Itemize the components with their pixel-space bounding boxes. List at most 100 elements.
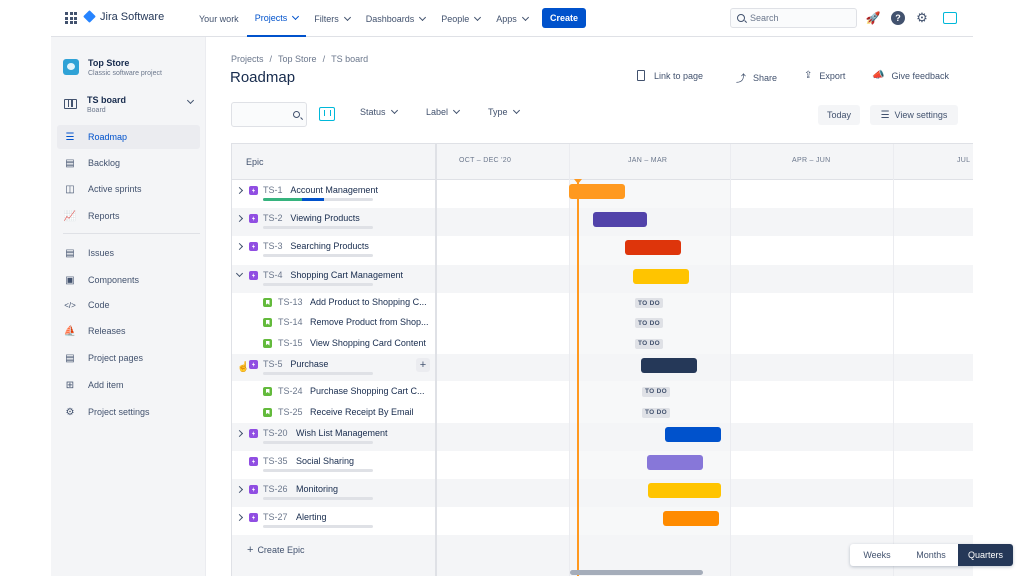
share-button[interactable]: ⤴ Share: [736, 70, 777, 86]
settings-gear-icon[interactable]: ⚙: [916, 10, 928, 25]
nav-projects[interactable]: Projects: [246, 0, 307, 37]
epic-timeline-bar[interactable]: [633, 269, 689, 284]
issue-title[interactable]: Remove Product from Shop...: [310, 317, 429, 327]
type-filter-dropdown[interactable]: Type: [488, 106, 520, 117]
sidebar-item-active-sprints[interactable]: ◫ Active sprints: [57, 177, 200, 201]
issue-key[interactable]: TS-4: [263, 270, 283, 280]
sidebar-item-code[interactable]: </> Code: [57, 293, 200, 317]
issue-key[interactable]: TS-5: [263, 359, 283, 369]
view-settings-button[interactable]: ☰ View settings: [870, 105, 958, 125]
label-filter-dropdown[interactable]: Label: [426, 106, 461, 117]
project-avatar[interactable]: [63, 59, 79, 75]
sidebar-item-add-item[interactable]: ⊞ Add item: [57, 373, 200, 397]
epic-timeline-bar[interactable]: [593, 212, 647, 227]
issue-title[interactable]: Add Product to Shopping C...: [310, 297, 427, 307]
zoom-quarters-button[interactable]: Quarters: [958, 544, 1013, 566]
issue-key[interactable]: TS-1: [263, 185, 283, 195]
expand-chevron-icon[interactable]: [235, 429, 244, 438]
epic-timeline-bar[interactable]: [665, 427, 721, 442]
epic-row[interactable]: TS-4 Shopping Cart Management: [232, 265, 973, 293]
give-feedback-button[interactable]: 📣 Give feedback: [872, 70, 949, 81]
issue-title[interactable]: Wish List Management: [296, 428, 388, 438]
jira-logo[interactable]: Jira Software: [84, 10, 164, 24]
child-issue-row[interactable]: TS-15 View Shopping Card Content TO DO: [232, 333, 973, 354]
expand-chevron-icon[interactable]: [235, 242, 244, 251]
expand-chevron-icon[interactable]: [235, 485, 244, 494]
help-icon[interactable]: ?: [891, 11, 905, 25]
expand-chevron-icon[interactable]: [235, 214, 244, 223]
issue-key[interactable]: TS-3: [263, 241, 283, 251]
zoom-weeks-button[interactable]: Weeks: [863, 550, 891, 560]
avatar-filter-icon[interactable]: [319, 107, 335, 121]
issue-key[interactable]: TS-27: [263, 512, 288, 522]
nav-apps[interactable]: Apps: [488, 0, 536, 37]
roadmap-search-input[interactable]: [231, 102, 307, 127]
issue-key[interactable]: TS-24: [278, 385, 303, 396]
epic-row[interactable]: TS-35 Social Sharing: [232, 451, 973, 479]
issue-key[interactable]: TS-2: [263, 213, 283, 223]
today-button[interactable]: Today: [818, 105, 860, 125]
project-name[interactable]: Top Store: [88, 58, 130, 68]
create-button[interactable]: Create: [542, 8, 586, 28]
issue-key[interactable]: TS-15: [278, 337, 303, 348]
nav-dashboards[interactable]: Dashboards: [358, 0, 434, 37]
collapse-chevron-icon[interactable]: [235, 269, 244, 278]
issue-title[interactable]: Shopping Cart Management: [290, 270, 403, 280]
issue-title[interactable]: Searching Products: [290, 241, 369, 251]
issue-title[interactable]: Purchase: [290, 359, 329, 369]
status-filter-dropdown[interactable]: Status: [360, 106, 398, 117]
issue-title[interactable]: Purchase Shopping Cart C...: [310, 385, 425, 396]
nav-people[interactable]: People: [433, 0, 488, 37]
sidebar-item-components[interactable]: ▣ Components: [57, 268, 200, 292]
epic-timeline-bar[interactable]: [647, 455, 703, 470]
search-input[interactable]: Search: [730, 8, 857, 28]
issue-key[interactable]: TS-25: [278, 406, 303, 417]
issue-key[interactable]: TS-13: [278, 297, 303, 307]
issue-title[interactable]: Monitoring: [296, 484, 339, 494]
child-issue-row[interactable]: TS-14 Remove Product from Shop... TO DO: [232, 313, 973, 333]
epic-row[interactable]: TS-2 Viewing Products: [232, 208, 973, 236]
export-button[interactable]: ⇪ Export: [804, 70, 845, 81]
epic-timeline-bar[interactable]: [663, 511, 719, 526]
sidebar-item-reports[interactable]: 📈 Reports: [57, 204, 200, 228]
child-issue-row[interactable]: TS-13 Add Product to Shopping C... TO DO: [232, 293, 973, 313]
sidebar-item-backlog[interactable]: ▤ Backlog: [57, 151, 200, 175]
sidebar-item-releases[interactable]: ⛵ Releases: [57, 319, 200, 343]
child-issue-row[interactable]: TS-24 Purchase Shopping Cart C... TO DO: [232, 381, 973, 402]
profile-avatar-icon[interactable]: [943, 12, 957, 24]
epic-timeline-bar[interactable]: [569, 184, 625, 199]
breadcrumb-item-projects[interactable]: Projects: [231, 54, 264, 64]
link-to-page-button[interactable]: Link to page: [637, 70, 703, 81]
board-switcher-chevron-icon[interactable]: [186, 96, 195, 105]
issue-title[interactable]: View Shopping Card Content: [310, 337, 426, 348]
breadcrumb-item-ts-board[interactable]: TS board: [331, 54, 369, 64]
sidebar-item-issues[interactable]: ▤ Issues: [57, 241, 200, 265]
issue-title[interactable]: Viewing Products: [290, 213, 360, 223]
issue-title[interactable]: Receive Receipt By Email: [310, 406, 414, 417]
issue-key[interactable]: TS-35: [263, 456, 288, 466]
issue-title[interactable]: Account Management: [290, 185, 378, 195]
issue-key[interactable]: TS-20: [263, 428, 288, 438]
zoom-months-button[interactable]: Months: [916, 550, 946, 560]
sidebar-item-roadmap[interactable]: ☰ Roadmap: [57, 125, 200, 149]
sidebar-item-project-settings[interactable]: ⚙ Project settings: [57, 400, 200, 424]
child-issue-row[interactable]: TS-25 Receive Receipt By Email TO DO: [232, 402, 973, 423]
epic-column-divider[interactable]: [435, 144, 437, 576]
add-child-issue-button[interactable]: +: [416, 358, 430, 372]
notifications-rocket-icon[interactable]: 🚀: [865, 11, 881, 25]
issue-key[interactable]: TS-14: [278, 317, 303, 327]
app-switcher-icon[interactable]: [65, 12, 77, 24]
create-epic-button[interactable]: + Create Epic: [247, 544, 304, 556]
nav-your-work[interactable]: Your work: [191, 0, 247, 37]
board-name[interactable]: TS board: [87, 95, 127, 105]
epic-timeline-bar[interactable]: [641, 358, 697, 373]
issue-key[interactable]: TS-26: [263, 484, 288, 494]
epic-row[interactable]: TS-20 Wish List Management: [232, 423, 973, 451]
epic-row[interactable]: TS-1 Account Management: [232, 180, 973, 208]
epic-timeline-bar[interactable]: [648, 483, 721, 498]
horizontal-scrollbar[interactable]: [570, 570, 703, 575]
breadcrumb-item-top-store[interactable]: Top Store: [278, 54, 317, 64]
expand-chevron-icon[interactable]: [235, 186, 244, 195]
sidebar-item-project-pages[interactable]: ▤ Project pages: [57, 346, 200, 370]
epic-row[interactable]: ☝ TS-5 Purchase +: [232, 354, 973, 381]
